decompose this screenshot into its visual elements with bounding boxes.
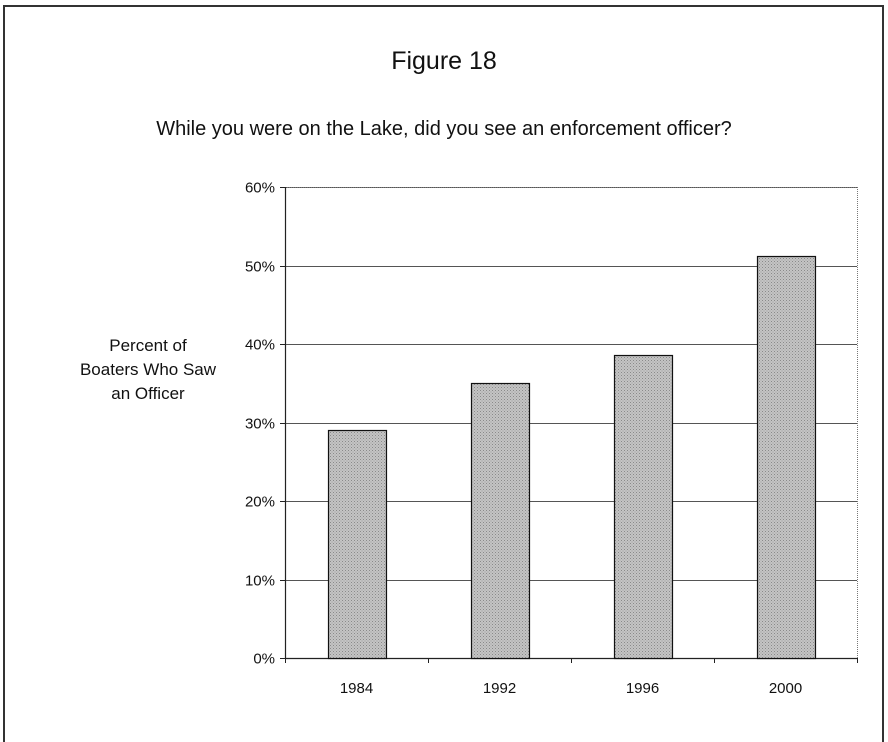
y-tick-label: 40% (245, 337, 275, 354)
y-tick-label: 10% (245, 573, 275, 590)
figure-label: Figure 18 (391, 47, 497, 75)
x-tick-label: 1992 (483, 680, 516, 697)
y-axis-label-line: Boaters Who Saw (79, 360, 217, 379)
y-tick-label: 30% (245, 416, 275, 433)
y-tick-label: 50% (245, 259, 275, 276)
x-tick-label: 1996 (626, 680, 659, 697)
bar-1984 (327, 429, 388, 660)
y-tick-label: 20% (245, 494, 275, 511)
x-tick-label: 1984 (340, 680, 373, 697)
y-tick-labels: 0% 10% 20% 30% 40% 50% 60% (245, 180, 275, 668)
y-axis-label-line: Percent of (109, 336, 187, 355)
chart-title: While you were on the Lake, did you see … (156, 118, 732, 140)
figure-frame (3, 5, 884, 742)
y-tick-label: 0% (253, 651, 275, 668)
x-tick-label: 2000 (769, 680, 802, 697)
bar-1992 (470, 382, 531, 660)
y-axis-label-line: an Officer (111, 384, 185, 403)
bar-1996 (613, 354, 674, 660)
y-axis-label: Percent of Boaters Who Saw an Officer (60, 334, 236, 406)
y-tick-label: 60% (245, 180, 275, 197)
bars (327, 255, 817, 660)
bar-2000 (756, 255, 817, 660)
x-tick-labels: 1984 1992 1996 2000 (340, 680, 802, 697)
